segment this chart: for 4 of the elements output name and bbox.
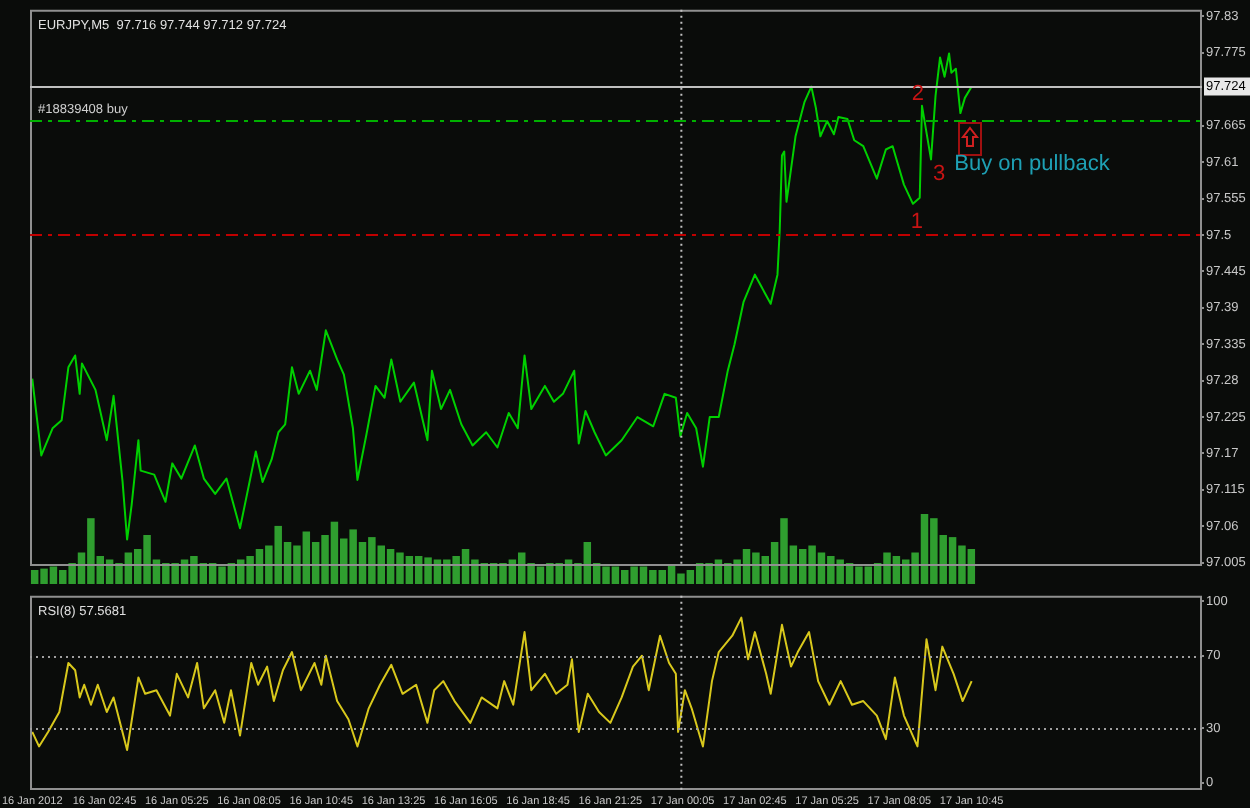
annotation: 1	[910, 209, 924, 234]
annotation: 2	[911, 81, 925, 106]
annotation: Buy on pullback	[954, 152, 1111, 177]
annotation: 3	[932, 161, 946, 186]
